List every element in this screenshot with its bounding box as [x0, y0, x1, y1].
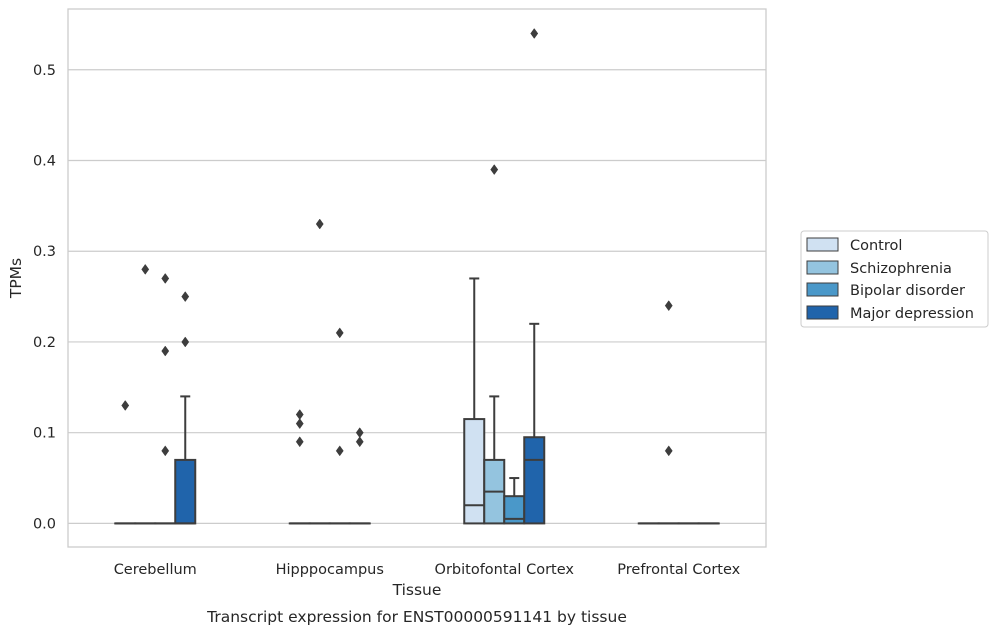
box-group — [523, 28, 546, 525]
box-group — [657, 300, 680, 525]
outlier-point — [161, 345, 170, 357]
x-axis-label: Tissue — [392, 581, 442, 599]
legend-label-control: Control — [850, 238, 902, 254]
legend-swatch-control — [806, 237, 839, 252]
legend-swatch-bipolar-disorder — [806, 282, 839, 297]
legend: Control Schizophrenia Bipolar disorder M… — [800, 230, 989, 328]
y-tick-label: 0.3 — [33, 244, 56, 260]
outlier-point — [335, 445, 344, 457]
x-tick-label: Cerebellum — [114, 562, 197, 578]
legend-label-schizophrenia: Schizophrenia — [850, 261, 952, 277]
outlier-point — [355, 427, 364, 439]
x-tick-label: Orbitofontal Cortex — [435, 562, 575, 578]
outlier-point — [315, 218, 324, 230]
outlier-point — [181, 291, 190, 303]
outlier-point — [141, 263, 150, 275]
x-axis-ticks: Cerebellum Hipppocampus Orbitofontal Corte… — [114, 562, 741, 578]
box-group — [288, 409, 311, 525]
legend-item-control: Control — [806, 237, 902, 254]
y-tick-label: 0.1 — [33, 426, 56, 442]
grid-lines — [68, 69, 766, 525]
legend-label-bipolar-disorder: Bipolar disorder — [850, 283, 965, 299]
chart-caption: Transcript expression for ENST0000059114… — [206, 608, 627, 626]
outlier-point — [181, 336, 190, 348]
outlier-point — [355, 436, 364, 448]
box-group — [174, 291, 197, 525]
box — [174, 458, 197, 525]
box-group — [503, 477, 526, 525]
legend-swatch-major-depression — [806, 305, 839, 320]
y-axis-label: TPMs — [7, 258, 25, 299]
outlier-point — [121, 400, 130, 411]
outlier-point — [664, 300, 673, 312]
box-group — [463, 277, 486, 525]
y-tick-label: 0.2 — [33, 335, 56, 351]
box-group — [348, 427, 371, 525]
outlier-point — [161, 273, 170, 284]
box-group — [114, 400, 137, 525]
legend-frame — [800, 230, 989, 328]
outlier-point — [490, 164, 499, 176]
box-series — [114, 28, 720, 525]
box-group — [483, 164, 506, 525]
box-group — [328, 327, 351, 525]
outlier-point — [335, 327, 344, 339]
legend-item-schizophrenia: Schizophrenia — [806, 260, 952, 277]
legend-item-bipolar-disorder: Bipolar disorder — [806, 282, 965, 299]
y-axis-ticks: 0.0 0.1 0.2 0.3 0.4 0.5 — [33, 63, 56, 533]
box-group — [308, 218, 331, 525]
box — [523, 436, 546, 525]
box-group — [154, 273, 177, 525]
outlier-point — [530, 28, 539, 39]
outlier-point — [295, 418, 304, 430]
legend-swatch-schizophrenia — [806, 260, 839, 275]
plot-area-frame — [67, 8, 767, 548]
y-tick-label: 0.5 — [33, 63, 56, 79]
x-tick-label: Hipppocampus — [276, 562, 384, 578]
outlier-point — [161, 445, 170, 457]
outlier-point — [295, 409, 304, 420]
legend-label-major-depression: Major depression — [850, 306, 974, 322]
outlier-point — [664, 445, 673, 457]
x-tick-label: Prefrontal Cortex — [617, 562, 740, 578]
outlier-point — [295, 436, 304, 448]
legend-item-major-depression: Major depression — [806, 305, 974, 322]
y-tick-label: 0.0 — [33, 516, 56, 532]
box-group — [134, 263, 157, 525]
box — [463, 418, 486, 525]
y-tick-label: 0.4 — [33, 154, 56, 170]
